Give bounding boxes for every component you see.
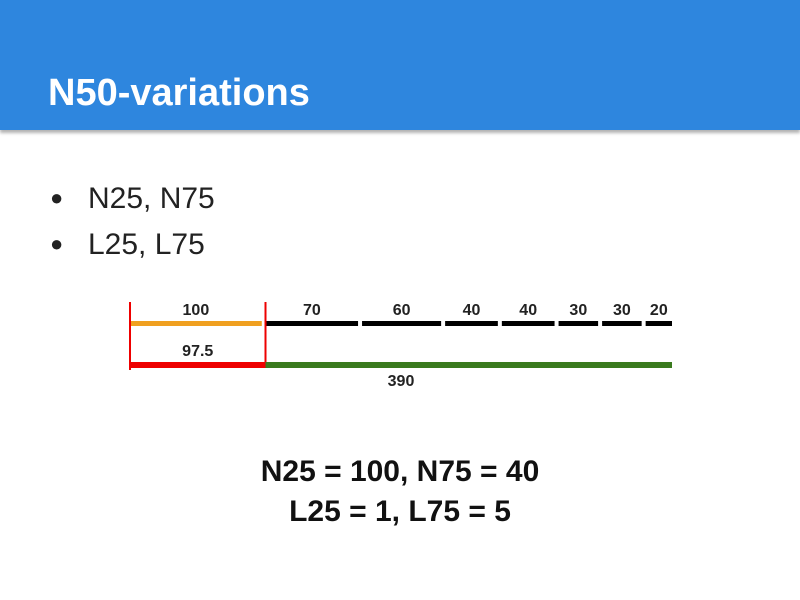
contig — [645, 321, 672, 326]
results: N25 = 100, N75 = 40 L25 = 1, L75 = 5 — [0, 452, 800, 532]
bullet: N25, N75 — [50, 178, 215, 224]
half-label: 97.5 — [182, 343, 213, 360]
bullet-list: N25, N75 L25, L75 — [50, 178, 215, 270]
title: N50-variations — [48, 72, 310, 114]
result-line: L25 = 1, L75 = 5 — [289, 495, 511, 528]
contig-label: 40 — [463, 302, 481, 319]
contig — [558, 321, 599, 326]
contig-label: 20 — [650, 302, 668, 319]
contig — [602, 321, 642, 326]
total-bar — [130, 362, 672, 368]
contig — [130, 321, 262, 326]
contig — [265, 321, 359, 326]
contig-label: 30 — [613, 302, 631, 319]
contig-diagram: 100 70 60 40 40 30 30 20 97.5 390 — [129, 302, 672, 390]
header: N50-variations — [0, 0, 800, 130]
contig-label: 70 — [303, 302, 321, 319]
contig-label: 30 — [569, 302, 587, 319]
bullet: L25, L75 — [50, 224, 215, 270]
contig — [445, 321, 498, 326]
total-label: 390 — [388, 373, 415, 390]
contig — [501, 321, 555, 326]
contig-label: 60 — [393, 302, 411, 319]
contig — [362, 321, 442, 326]
contig-label: 100 — [183, 302, 210, 319]
half-bar — [130, 362, 266, 368]
contig-label: 40 — [519, 302, 537, 319]
result-line: N25 = 100, N75 = 40 — [260, 455, 540, 488]
